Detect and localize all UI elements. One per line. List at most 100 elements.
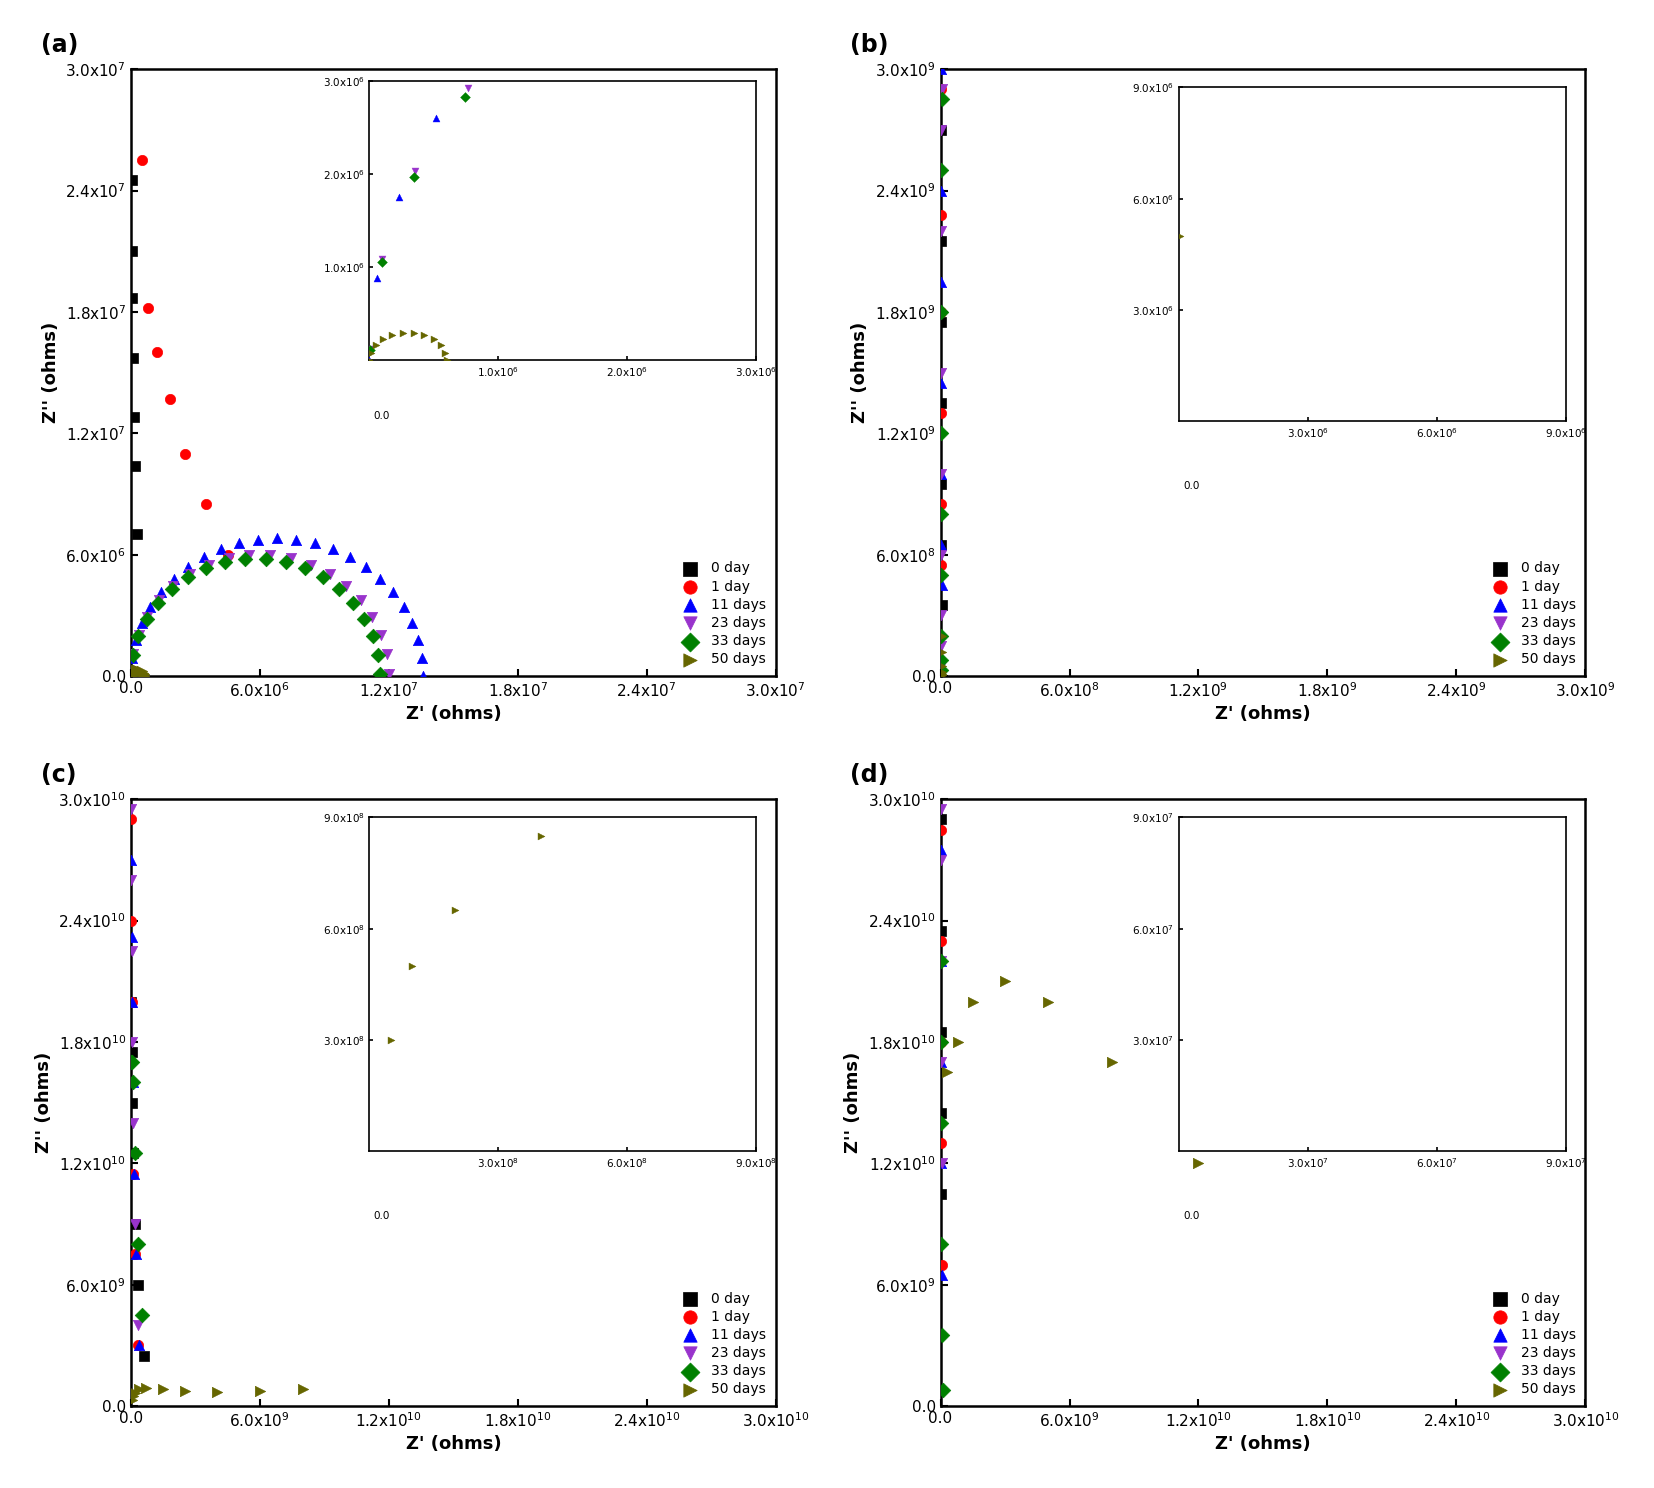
11 days: [928, 1263, 954, 1287]
11 days: [227, 531, 253, 555]
33 days: [253, 548, 280, 571]
11 days: [160, 567, 187, 591]
23 days: [215, 546, 241, 570]
0 day: [928, 1019, 954, 1043]
33 days: [928, 1232, 954, 1256]
23 days: [928, 461, 954, 485]
50 days: [1035, 990, 1062, 1013]
33 days: [119, 1051, 146, 1074]
33 days: [928, 158, 954, 182]
Y-axis label: Z'' (ohms): Z'' (ohms): [35, 1052, 53, 1153]
33 days: [129, 1303, 155, 1327]
33 days: [928, 562, 954, 586]
23 days: [928, 360, 954, 384]
33 days: [928, 949, 954, 973]
Y-axis label: Z'' (ohms): Z'' (ohms): [852, 321, 870, 423]
23 days: [316, 562, 342, 586]
23 days: [928, 634, 954, 658]
23 days: [928, 848, 954, 872]
33 days: [146, 591, 172, 615]
11 days: [928, 269, 954, 293]
50 days: [131, 664, 157, 687]
33 days: [326, 577, 352, 601]
33 days: [928, 1030, 954, 1054]
50 days: [959, 990, 986, 1013]
11 days: [119, 646, 146, 670]
11 days: [265, 527, 291, 551]
1 day: [928, 77, 954, 101]
23 days: [928, 655, 954, 679]
11 days: [405, 628, 432, 652]
0 day: [928, 310, 954, 333]
1 day: [157, 387, 184, 411]
50 days: [928, 664, 954, 687]
23 days: [928, 219, 954, 243]
Legend: 0 day, 1 day, 11 days, 23 days, 33 days, 50 days: 0 day, 1 day, 11 days, 23 days, 33 days,…: [673, 558, 769, 670]
23 days: [278, 546, 304, 570]
33 days: [194, 557, 220, 580]
11 days: [129, 612, 155, 635]
0 day: [122, 1213, 149, 1237]
1 day: [119, 1070, 146, 1094]
1 day: [928, 929, 954, 952]
50 days: [203, 1379, 230, 1403]
11 days: [301, 531, 327, 555]
11 days: [409, 646, 435, 670]
1 day: [215, 543, 241, 567]
50 days: [117, 662, 144, 686]
23 days: [367, 623, 394, 647]
23 days: [928, 77, 954, 101]
33 days: [928, 623, 954, 647]
33 days: [122, 1141, 149, 1165]
23 days: [117, 662, 144, 686]
X-axis label: Z' (ohms): Z' (ohms): [405, 705, 501, 723]
1 day: [172, 442, 198, 466]
33 days: [928, 658, 954, 682]
50 days: [122, 658, 149, 682]
11 days: [928, 1152, 954, 1176]
Text: (a): (a): [41, 33, 78, 57]
33 days: [928, 88, 954, 112]
11 days: [410, 664, 437, 687]
0 day: [928, 472, 954, 496]
33 days: [339, 591, 366, 615]
23 days: [256, 543, 283, 567]
50 days: [127, 659, 154, 683]
50 days: [119, 1384, 146, 1408]
23 days: [119, 641, 146, 665]
50 days: [1100, 1051, 1126, 1074]
23 days: [928, 1152, 954, 1176]
23 days: [121, 1112, 147, 1135]
11 days: [126, 1333, 152, 1357]
11 days: [117, 848, 144, 872]
50 days: [121, 659, 147, 683]
11 days: [390, 595, 417, 619]
1 day: [144, 341, 170, 365]
11 days: [928, 461, 954, 485]
23 days: [117, 869, 144, 893]
11 days: [928, 1051, 954, 1074]
1 day: [121, 1162, 147, 1186]
11 days: [121, 1162, 147, 1186]
33 days: [928, 503, 954, 527]
33 days: [212, 551, 238, 574]
50 days: [289, 1376, 316, 1400]
33 days: [126, 1232, 152, 1256]
1 day: [928, 554, 954, 577]
11 days: [399, 612, 425, 635]
23 days: [347, 588, 374, 612]
50 days: [944, 1030, 971, 1054]
1 day: [928, 493, 954, 516]
1 day: [119, 990, 146, 1013]
Legend: 0 day, 1 day, 11 days, 23 days, 33 days, 50 days: 0 day, 1 day, 11 days, 23 days, 33 days,…: [1484, 1289, 1578, 1399]
1 day: [928, 202, 954, 226]
33 days: [930, 1323, 956, 1347]
11 days: [928, 533, 954, 557]
33 days: [119, 1070, 146, 1094]
23 days: [928, 798, 954, 821]
11 days: [119, 990, 146, 1013]
X-axis label: Z' (ohms): Z' (ohms): [1216, 1436, 1310, 1454]
1 day: [126, 1333, 152, 1357]
33 days: [175, 565, 202, 589]
50 days: [172, 1379, 198, 1403]
